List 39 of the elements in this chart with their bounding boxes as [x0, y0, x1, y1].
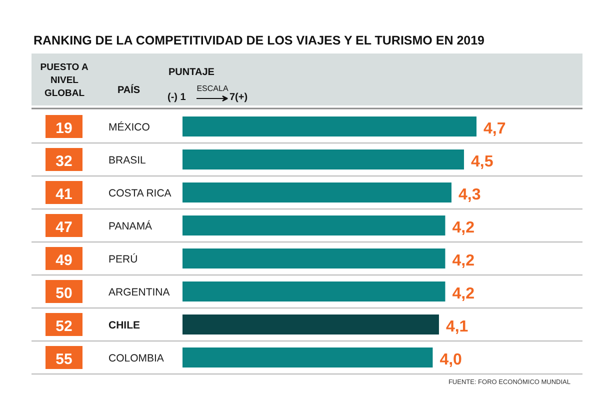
text: 50: [56, 285, 72, 302]
y-tick-label: COLOMBIA: [108, 352, 164, 364]
bar: [182, 182, 452, 202]
data-label: 4,2: [452, 252, 475, 270]
data-label: 4,3: [458, 186, 481, 204]
y-tick-label: PERÚ: [108, 252, 138, 266]
y-tick-label: BRASIL: [108, 154, 146, 166]
data-label: 4,7: [484, 120, 506, 138]
y-tick-label: MÉXICO: [108, 120, 150, 134]
text: 7(+): [230, 92, 248, 103]
x-axis-title: PUNTAJE: [168, 67, 215, 78]
data-label: 4,1: [446, 318, 468, 336]
y-tick-label: PANAMÁ: [108, 220, 152, 232]
text: 47: [56, 219, 72, 236]
bar: [182, 216, 446, 236]
text: 49: [56, 252, 72, 269]
text: 41: [56, 186, 72, 203]
text: ESCALA: [196, 84, 229, 93]
y-tick-label: CHILE: [108, 320, 140, 332]
bar: [182, 314, 439, 334]
data-label: 4,0: [440, 352, 462, 368]
bar: [182, 348, 433, 368]
bar: [182, 282, 446, 302]
data-label: 4,2: [452, 220, 475, 236]
bar: [182, 150, 464, 170]
text: 19: [56, 120, 72, 137]
text: 55: [56, 351, 72, 368]
text: (-) 1: [168, 92, 186, 103]
y-axis-title: PAÍS: [118, 84, 140, 96]
bar: [182, 248, 446, 268]
chart-title: RANKING DE LA COMPETITIVIDAD DE LOS VIAJES Y EL TURISMO EN 2019: [34, 34, 485, 48]
bar: [182, 116, 476, 136]
data-label: 4,2: [452, 286, 475, 302]
text: 52: [56, 318, 72, 335]
y-tick-label: COSTA RICA: [108, 188, 172, 200]
text: PUESTO A NIVEL GLOBAL: [40, 62, 88, 99]
y-tick-label: ARGENTINA: [108, 286, 170, 298]
text: 32: [56, 153, 72, 170]
data-label: 4,5: [470, 154, 494, 170]
